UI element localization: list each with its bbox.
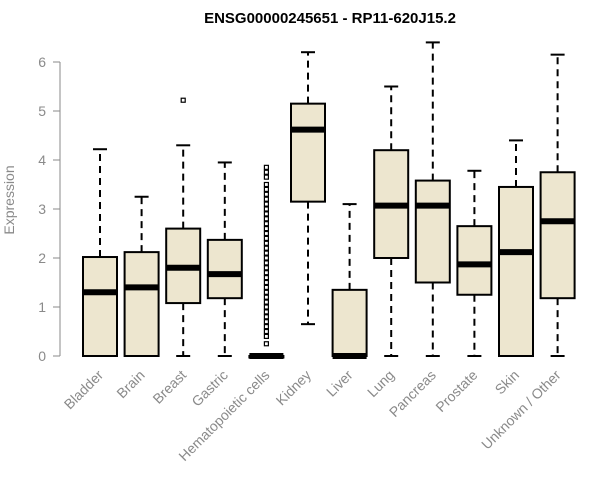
- outlier-point: [263, 206, 269, 212]
- outlier-point: [263, 270, 269, 276]
- box-unknown-other: [539, 53, 576, 357]
- y-tick-label: 3: [38, 201, 46, 217]
- outlier-point: [263, 230, 269, 237]
- x-tick-label: Kidney: [273, 367, 315, 409]
- outlier-point: [263, 341, 269, 347]
- outlier-point: [263, 309, 269, 315]
- box-iqr: [414, 179, 451, 284]
- outlier-point: [263, 294, 269, 300]
- outlier-point: [263, 174, 269, 180]
- outlier-point: [263, 314, 269, 320]
- box-iqr: [331, 288, 368, 358]
- x-tick-label: Prostate: [432, 367, 480, 415]
- y-tick-label: 2: [38, 250, 46, 266]
- box-skin: [498, 139, 534, 357]
- box-iqr: [123, 251, 160, 357]
- outlier-point: [263, 181, 269, 188]
- outlier-point: [263, 191, 269, 197]
- box-iqr: [456, 225, 493, 296]
- outlier-point: [263, 333, 269, 339]
- outlier-point: [263, 226, 269, 232]
- y-tick-label: 6: [38, 54, 46, 70]
- outlier-point: [263, 221, 269, 227]
- outlier-point: [263, 235, 269, 241]
- box-iqr: [539, 171, 576, 300]
- y-tick-label: 0: [38, 348, 46, 364]
- y-axis: 0 1 2 3 4 5 6: [38, 54, 61, 364]
- outlier-point: [263, 304, 269, 310]
- outlier-point: [263, 250, 269, 256]
- outlier-point: [263, 275, 269, 281]
- outlier-point: [263, 289, 269, 295]
- outlier-point: [263, 319, 269, 325]
- outlier-point: [263, 265, 269, 271]
- x-tick-label: Bladder: [61, 367, 107, 413]
- x-tick-label: Brain: [113, 367, 147, 401]
- outlier-point: [180, 97, 186, 103]
- outlier-point: [263, 284, 269, 290]
- box-iqr: [498, 185, 534, 357]
- box-gastric: [206, 161, 243, 357]
- y-tick-label: 1: [38, 299, 46, 315]
- box-iqr: [206, 238, 243, 300]
- outlier-point: [263, 245, 269, 251]
- outlier-point: [263, 279, 269, 286]
- box-liver: [331, 203, 368, 359]
- outlier-point: [263, 169, 269, 175]
- box-lung: [373, 85, 410, 357]
- box-breast: [165, 97, 202, 357]
- y-tick-label: 4: [38, 152, 46, 168]
- y-axis-label: Expression: [1, 165, 17, 234]
- x-tick-label: Lung: [364, 367, 397, 400]
- outlier-point: [263, 260, 269, 266]
- chart-title: ENSG00000245651 - RP11-620J15.2: [204, 10, 456, 27]
- outlier-point: [263, 164, 269, 170]
- box-prostate: [456, 169, 493, 357]
- box-iqr: [290, 102, 326, 203]
- box-kidney: [290, 51, 326, 326]
- x-tick-label: Liver: [323, 367, 356, 400]
- x-tick-label: Unknown / Other: [478, 367, 564, 453]
- x-tick-label: Breast: [149, 367, 189, 407]
- box-iqr: [82, 256, 118, 357]
- outlier-point: [263, 186, 269, 192]
- outlier-point: [263, 328, 269, 335]
- outlier-point: [263, 240, 269, 246]
- outlier-point: [263, 216, 269, 222]
- outlier-point: [263, 324, 269, 330]
- box-pancreas: [414, 41, 451, 357]
- outlier-point: [263, 196, 269, 202]
- boxes-group: [82, 41, 576, 359]
- x-tick-label: Skin: [492, 367, 523, 398]
- box-hematopoietic-cells: [248, 164, 285, 359]
- outlier-point: [263, 211, 269, 217]
- box-brain: [123, 195, 160, 357]
- y-tick-label: 5: [38, 103, 46, 119]
- box-bladder: [82, 148, 118, 357]
- outlier-point: [263, 201, 269, 207]
- outlier-point: [263, 299, 269, 305]
- outlier-point: [263, 255, 269, 261]
